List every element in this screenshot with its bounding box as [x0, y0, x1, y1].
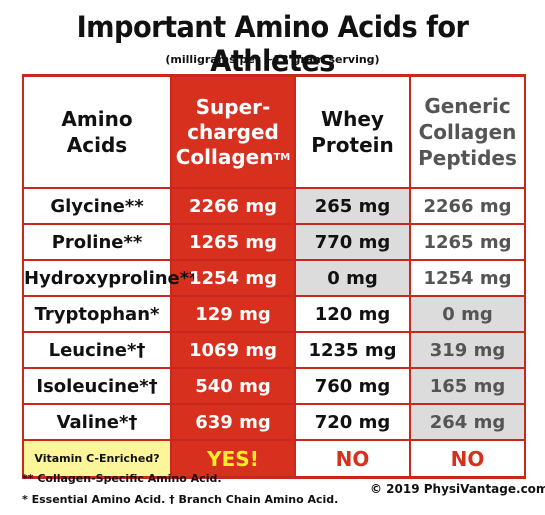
header-amino-acids: Amino Acids [22, 74, 172, 189]
supercharged-value: 639 mg [170, 403, 296, 441]
amino-name: Hydroxyproline** [22, 259, 199, 297]
footnote-essential-bcaa: * Essential Amino Acid. † Branch Chain A… [22, 493, 339, 506]
header-whey-protein: Whey Protein [294, 74, 411, 189]
whey-value: 120 mg [294, 295, 411, 333]
supercharged-value: 2266 mg [170, 187, 296, 225]
amino-name: Glycine** [22, 187, 172, 225]
table-row: Glycine** 2266 mg 265 mg 2266 mg [22, 187, 526, 225]
footnote-collagen-specific: ** Collagen-Specific Amino Acid. [22, 472, 222, 485]
header-super-line1: Super- [195, 94, 271, 119]
whey-value: 760 mg [294, 367, 411, 405]
comparison-table: Amino Acids Super- charged CollagenTM Wh… [22, 74, 526, 479]
header-super-line3: Collagen [175, 144, 274, 169]
table-row: Hydroxyproline** 1254 mg 0 mg 1254 mg [22, 259, 526, 297]
table-row: Isoleucine*† 540 mg 760 mg 165 mg [22, 367, 526, 405]
header-row: Amino Acids Super- charged CollagenTM Wh… [22, 74, 526, 189]
amino-name: Isoleucine*† [22, 367, 172, 405]
generic-value: 165 mg [409, 367, 526, 405]
whey-value: 770 mg [294, 223, 411, 261]
table-row: Tryptophan* 129 mg 120 mg 0 mg [22, 295, 526, 333]
copyright-notice: © 2019 PhysiVantage.com [370, 482, 545, 496]
supercharged-value: 129 mg [170, 295, 296, 333]
generic-value: 0 mg [409, 295, 526, 333]
whey-value: 265 mg [294, 187, 411, 225]
header-amino-acids-line1: Amino [61, 107, 133, 131]
page-title: Important Amino Acids for Athletes [76, 10, 469, 78]
table-row: Proline** 1265 mg 770 mg 1265 mg [22, 223, 526, 261]
vitamin-c-row: Vitamin C-Enriched? YES! NO NO [22, 439, 526, 479]
whey-value: 720 mg [294, 403, 411, 441]
vitamin-c-whey: NO [294, 439, 411, 479]
generic-value: 2266 mg [409, 187, 526, 225]
page-subtitle: (milligrams per ~13 gram serving) [165, 53, 380, 66]
whey-value: 0 mg [294, 259, 411, 297]
header-super-line2: charged [187, 119, 279, 144]
vitamin-c-supercharged: YES! [170, 439, 296, 479]
table-row: Valine*† 639 mg 720 mg 264 mg [22, 403, 526, 441]
header-generic-line2: Collagen [418, 120, 517, 144]
amino-name: Tryptophan* [22, 295, 172, 333]
header-generic-line1: Generic [424, 94, 511, 118]
table-row: Leucine*† 1069 mg 1235 mg 319 mg [22, 331, 526, 369]
generic-value: 1265 mg [409, 223, 526, 261]
whey-value: 1235 mg [294, 331, 411, 369]
trademark-mark: TM [273, 151, 291, 163]
header-generic-collagen: Generic Collagen Peptides [409, 74, 526, 189]
supercharged-value: 540 mg [170, 367, 296, 405]
supercharged-value: 1254 mg [170, 259, 296, 297]
generic-value: 1254 mg [409, 259, 526, 297]
header-whey-line2: Protein [311, 133, 394, 157]
generic-value: 264 mg [409, 403, 526, 441]
header-supercharged-collagen: Super- charged CollagenTM [170, 74, 296, 189]
amino-name: Proline** [22, 223, 172, 261]
amino-name: Leucine*† [22, 331, 172, 369]
header-amino-acids-line2: Acids [66, 133, 128, 157]
vitamin-c-label: Vitamin C-Enriched? [22, 439, 172, 479]
header-generic-line3: Peptides [418, 146, 517, 170]
vitamin-c-generic: NO [409, 439, 526, 479]
supercharged-value: 1265 mg [170, 223, 296, 261]
generic-value: 319 mg [409, 331, 526, 369]
supercharged-value: 1069 mg [170, 331, 296, 369]
header-whey-line1: Whey [321, 107, 384, 131]
amino-name: Valine*† [22, 403, 172, 441]
